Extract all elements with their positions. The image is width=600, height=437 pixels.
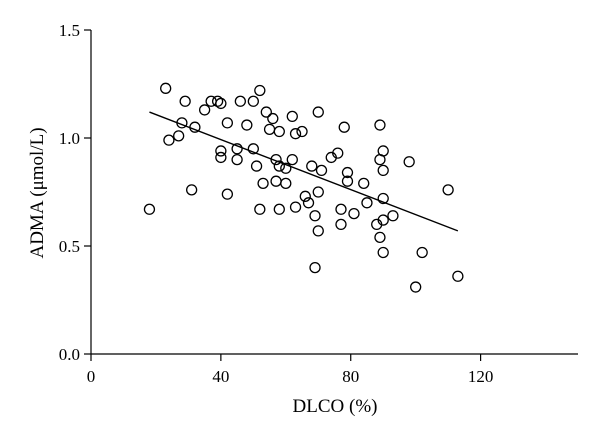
data-point	[280, 162, 292, 174]
data-point	[221, 117, 234, 129]
data-point	[306, 160, 318, 172]
data-point	[377, 145, 389, 157]
regression-line	[149, 111, 459, 232]
x-tick-label: 80	[342, 367, 359, 386]
x-axis-ticks: 0 40 80 120	[87, 354, 494, 386]
data-point	[410, 281, 422, 293]
data-points	[143, 82, 464, 293]
y-tick-label: 1.0	[59, 129, 80, 148]
data-point	[263, 123, 276, 136]
data-point	[377, 192, 389, 205]
data-point	[309, 210, 321, 222]
data-point	[270, 175, 282, 187]
data-point	[234, 95, 246, 107]
data-point	[341, 166, 354, 179]
data-point	[309, 261, 321, 274]
data-point	[247, 143, 259, 155]
data-point	[185, 184, 198, 196]
data-point	[332, 147, 344, 159]
data-point	[312, 225, 324, 237]
data-point	[403, 156, 415, 168]
x-tick-label: 40	[212, 367, 229, 386]
data-point	[374, 231, 386, 244]
data-point	[270, 153, 282, 166]
data-point	[257, 177, 269, 190]
data-point	[286, 110, 298, 123]
data-point	[241, 119, 253, 131]
data-point	[341, 175, 354, 187]
data-point	[176, 117, 188, 129]
data-point	[215, 151, 227, 164]
data-point	[260, 106, 272, 118]
data-point	[280, 177, 292, 190]
y-tick-label: 0.0	[59, 345, 80, 364]
y-tick-label: 0.5	[59, 237, 80, 256]
data-point	[221, 188, 234, 200]
data-point	[452, 270, 464, 282]
data-point	[160, 82, 172, 94]
data-point	[211, 95, 224, 107]
data-point	[377, 214, 389, 226]
x-axis-title: DLCO (%)	[293, 396, 378, 417]
data-point	[299, 190, 311, 202]
x-tick-label: 0	[87, 367, 96, 386]
y-axis-title: ADMA (μmol/L)	[27, 127, 48, 258]
data-point	[335, 218, 347, 231]
data-point	[302, 197, 315, 209]
data-point	[377, 246, 389, 259]
data-point	[273, 125, 285, 138]
data-point	[338, 121, 350, 133]
data-point	[179, 95, 191, 107]
data-point	[358, 177, 370, 190]
data-point	[374, 119, 386, 131]
data-point	[416, 246, 428, 259]
data-point	[273, 203, 285, 215]
data-point	[163, 134, 175, 146]
y-axis-ticks: 0.0 0.5 1.0 1.5	[59, 21, 91, 364]
data-point	[315, 164, 328, 177]
data-point	[377, 164, 389, 177]
data-point	[215, 145, 227, 157]
data-point	[189, 121, 201, 133]
data-point	[286, 153, 298, 166]
data-point	[173, 130, 185, 142]
data-point	[289, 201, 302, 213]
data-point	[215, 97, 227, 110]
data-point	[348, 207, 360, 220]
data-point	[296, 125, 308, 138]
data-point	[312, 106, 324, 118]
data-point	[273, 160, 285, 172]
data-point	[289, 128, 302, 140]
data-point	[250, 160, 263, 172]
data-point	[231, 153, 243, 166]
data-point	[198, 104, 211, 116]
x-tick-label: 120	[468, 367, 494, 386]
data-point	[231, 143, 243, 155]
data-point	[387, 210, 399, 222]
y-tick-label: 1.5	[59, 21, 80, 40]
data-point	[254, 84, 266, 97]
data-point	[442, 184, 454, 196]
data-point	[143, 203, 156, 215]
data-point	[254, 203, 266, 215]
data-point	[247, 95, 259, 107]
plot-area: 0.0 0.5 1.0 1.5 0 40 80 120	[59, 21, 578, 386]
data-point	[312, 186, 324, 198]
data-point	[267, 112, 279, 125]
data-point	[361, 197, 373, 209]
data-point	[335, 203, 347, 215]
